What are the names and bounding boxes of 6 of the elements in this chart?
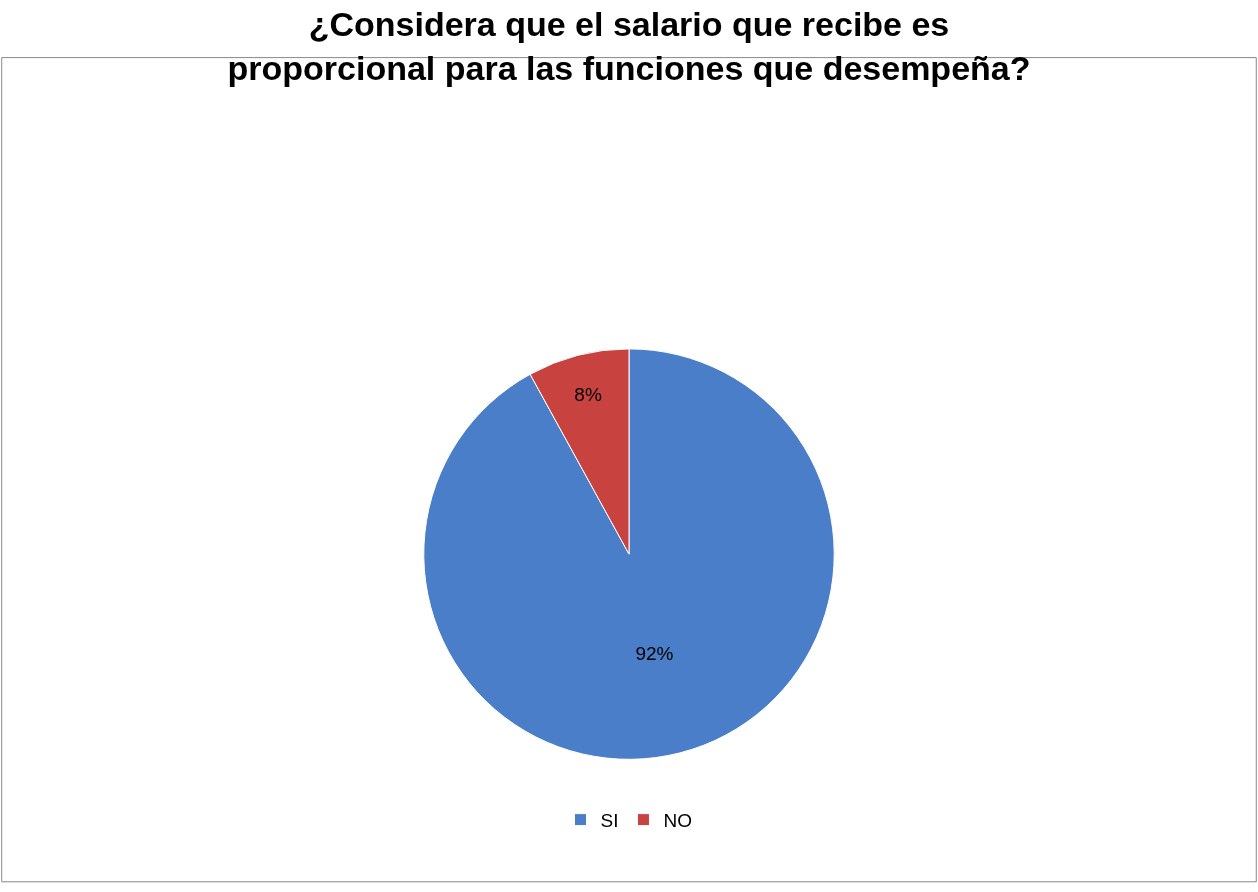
pie-slice (423, 348, 835, 760)
data-label: 8% (574, 384, 602, 406)
chart-title: ¿Considera que el salario que recibe es proporcional para las funciones que desempeña? (227, 4, 1031, 87)
legend-label: SI (600, 810, 619, 832)
data-label: 92% (635, 642, 674, 664)
legend-label: NO (663, 810, 692, 832)
